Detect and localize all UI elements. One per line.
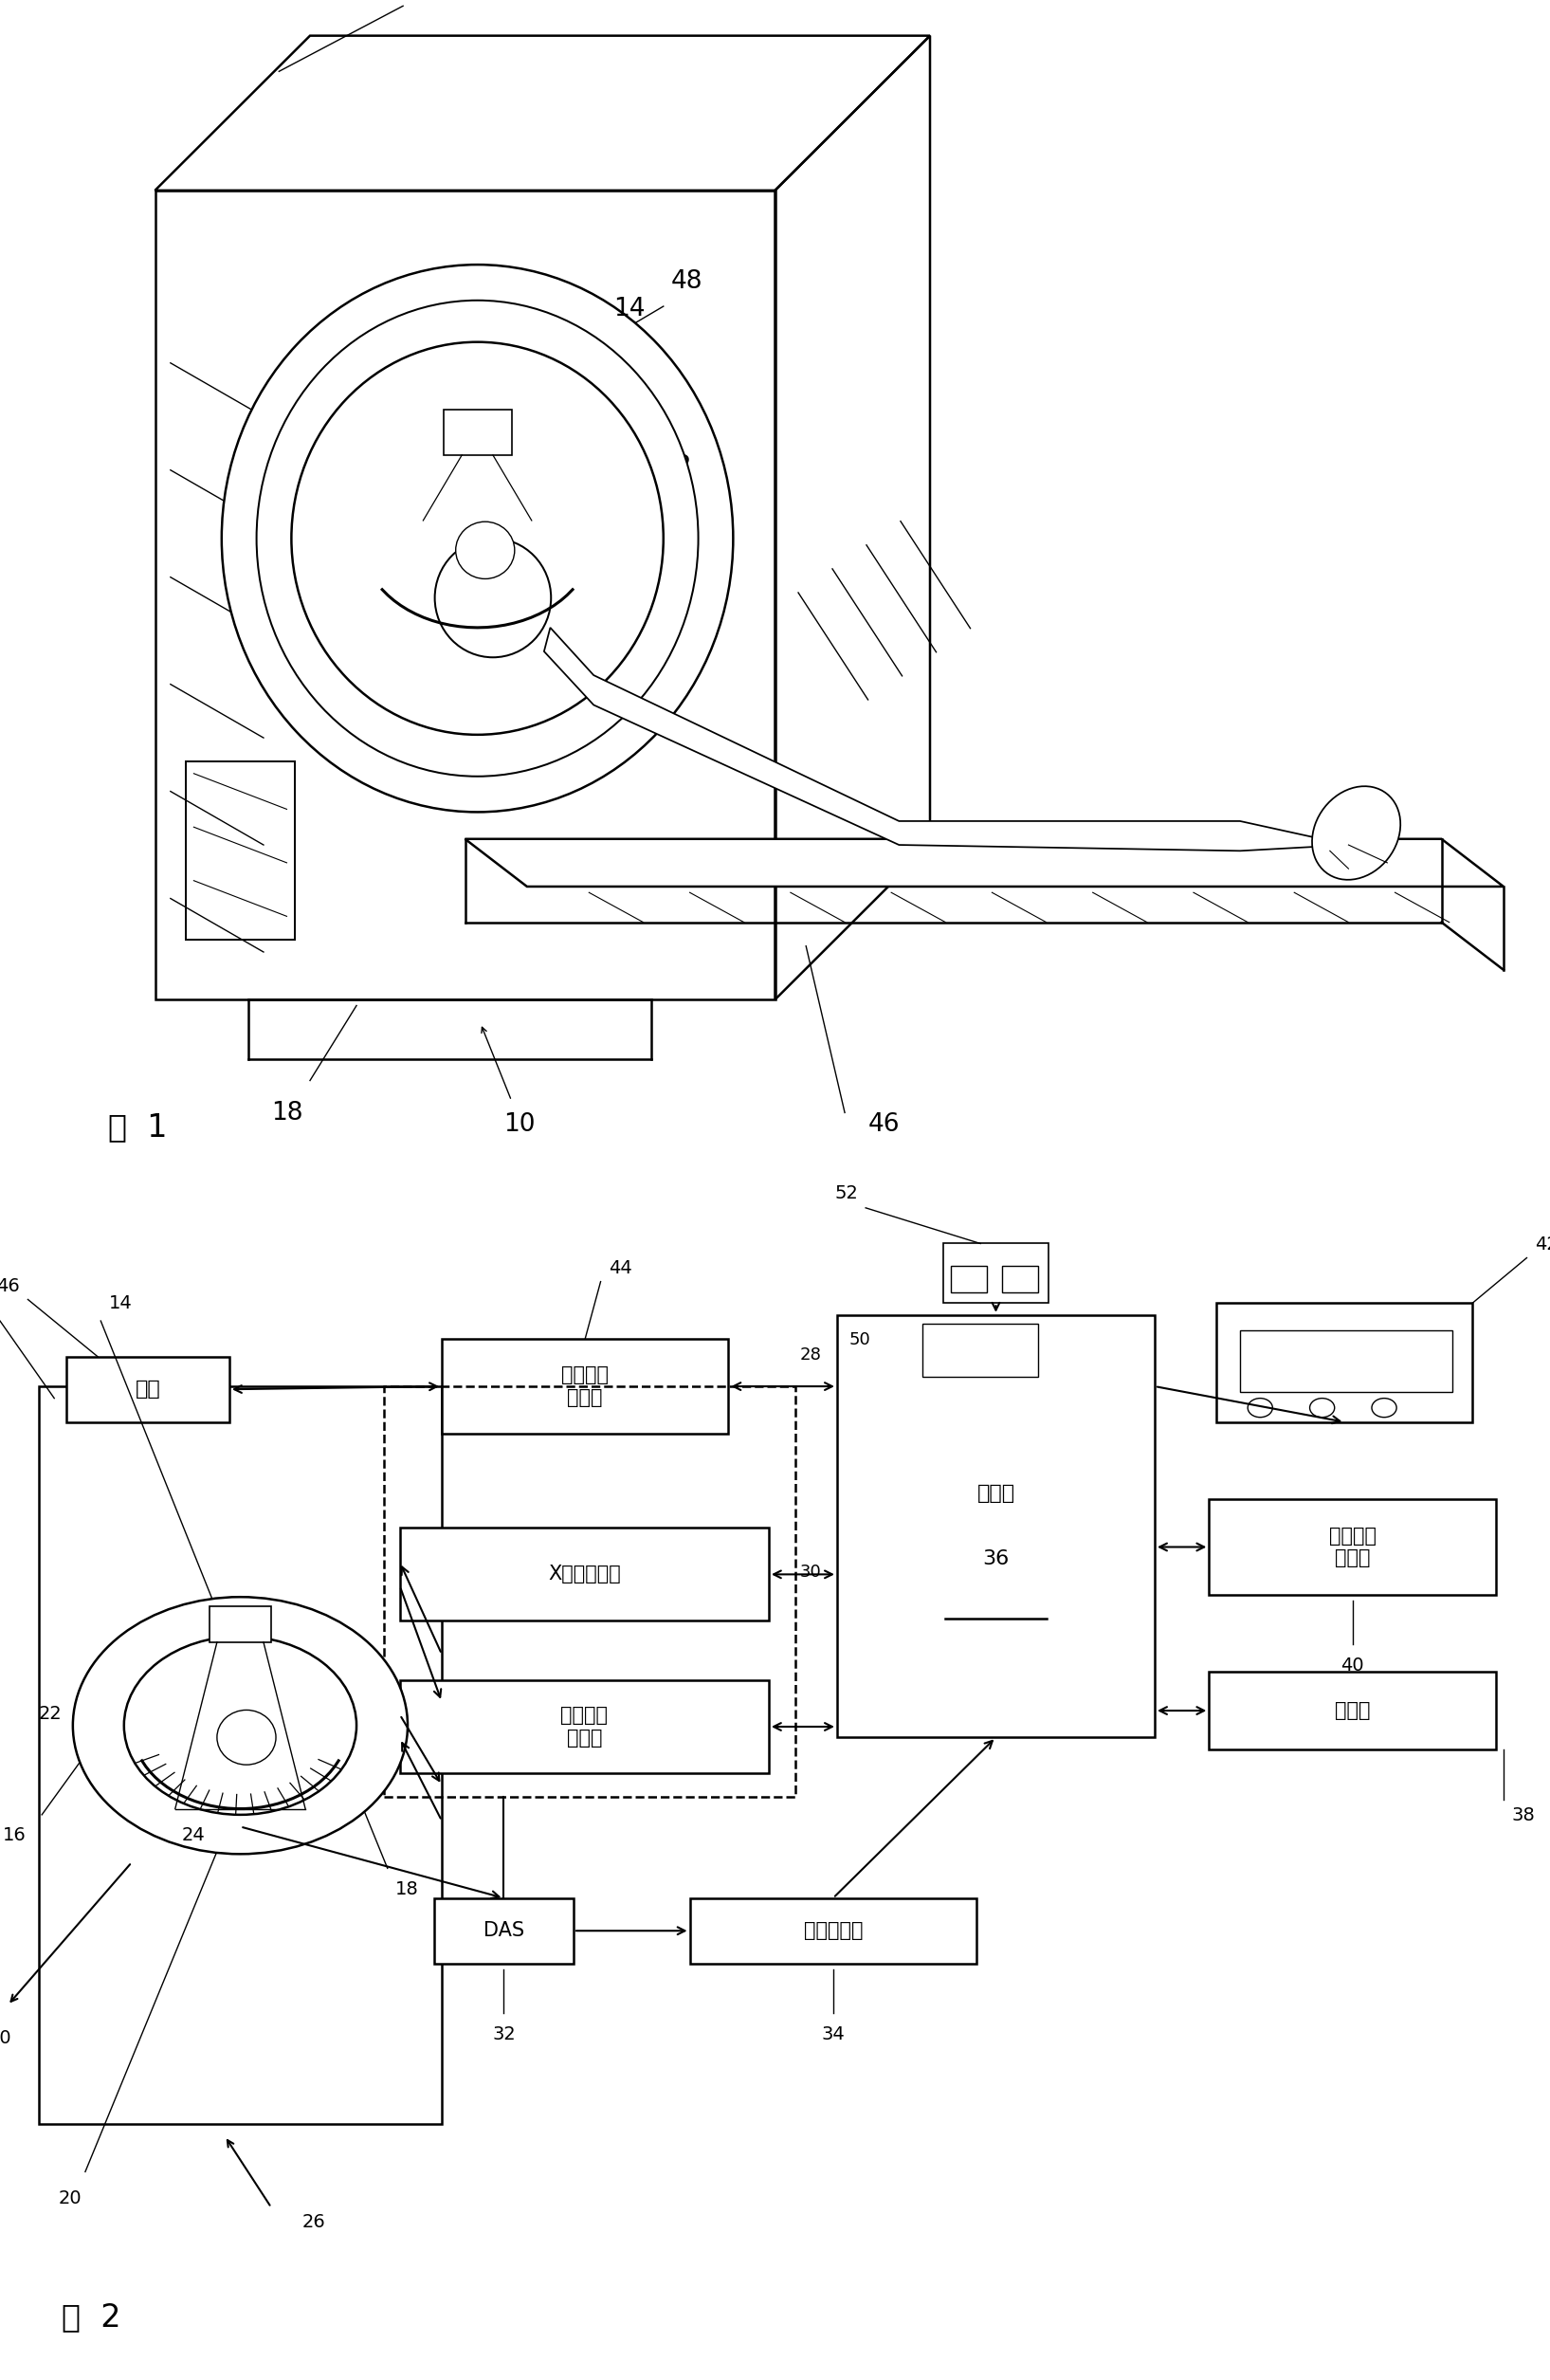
Text: 50: 50 [849,1330,871,1349]
Text: 40: 40 [1341,1656,1364,1676]
Polygon shape [465,840,1503,885]
Text: 16: 16 [3,1828,26,1844]
Text: 台床: 台床 [135,1380,161,1399]
Text: 14: 14 [614,298,645,321]
Text: 台架电机
控制器: 台架电机 控制器 [561,1706,608,1747]
Text: 42: 42 [1534,1235,1550,1254]
FancyBboxPatch shape [942,1242,1049,1302]
Text: 34: 34 [822,2025,845,2044]
FancyBboxPatch shape [443,409,512,455]
Text: 18: 18 [271,1100,302,1126]
FancyBboxPatch shape [837,1314,1155,1737]
Text: 18: 18 [395,1880,419,1899]
Text: 30: 30 [800,1564,822,1580]
Text: 28: 28 [800,1347,822,1364]
Ellipse shape [1311,785,1401,881]
Text: 图  2: 图 2 [62,2301,121,2332]
FancyBboxPatch shape [442,1338,728,1433]
Text: 52: 52 [834,1185,859,1202]
FancyBboxPatch shape [400,1528,769,1621]
Text: 46: 46 [868,1111,899,1138]
Ellipse shape [456,521,515,578]
FancyBboxPatch shape [39,1385,442,2123]
FancyBboxPatch shape [1209,1671,1496,1749]
FancyBboxPatch shape [690,1899,977,1964]
Ellipse shape [217,1709,276,1766]
FancyBboxPatch shape [67,1357,229,1421]
Text: 20: 20 [57,2190,82,2209]
Text: 台床电机
控制器: 台床电机 控制器 [561,1366,609,1407]
Text: X射线控制器: X射线控制器 [549,1566,620,1583]
Text: 44: 44 [608,1259,632,1278]
Text: 存储器: 存储器 [1335,1702,1370,1721]
FancyBboxPatch shape [1217,1302,1472,1421]
Text: 38: 38 [1511,1806,1534,1825]
Ellipse shape [222,264,733,812]
FancyBboxPatch shape [922,1323,1038,1376]
Ellipse shape [436,538,552,657]
Circle shape [124,1637,357,1814]
FancyBboxPatch shape [1209,1499,1496,1595]
Polygon shape [544,628,1348,852]
Text: 22: 22 [39,1704,62,1723]
FancyBboxPatch shape [434,1899,574,1964]
Text: 操作人员
控制台: 操作人员 控制台 [1328,1526,1376,1568]
Text: 10: 10 [504,1111,535,1138]
FancyBboxPatch shape [209,1606,271,1642]
FancyBboxPatch shape [400,1680,769,1773]
Text: 10: 10 [0,2028,12,2047]
Text: 22: 22 [660,455,691,478]
Ellipse shape [291,343,663,735]
Text: 46: 46 [0,1278,20,1295]
Text: 32: 32 [491,2025,516,2044]
Circle shape [73,1597,408,1854]
Text: 48: 48 [671,269,702,295]
Text: 计算机


36: 计算机 36 [976,1483,1015,1568]
Text: 24: 24 [181,1828,206,1844]
Text: 14: 14 [109,1295,132,1314]
Text: 26: 26 [302,2213,326,2232]
Text: 图像重建器: 图像重建器 [803,1921,863,1940]
Text: 图  1: 图 1 [109,1111,167,1142]
Text: DAS: DAS [484,1921,524,1940]
Ellipse shape [257,300,698,776]
